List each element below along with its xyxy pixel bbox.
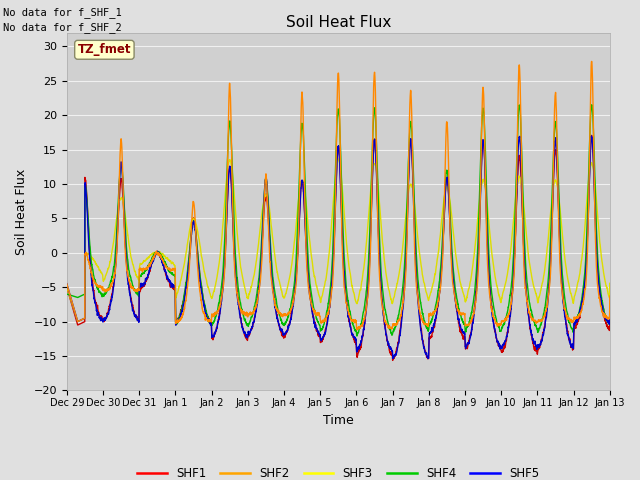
X-axis label: Time: Time [323, 414, 354, 427]
Text: No data for f_SHF_1: No data for f_SHF_1 [3, 7, 122, 18]
Legend: SHF1, SHF2, SHF3, SHF4, SHF5: SHF1, SHF2, SHF3, SHF4, SHF5 [132, 462, 544, 480]
Text: TZ_fmet: TZ_fmet [77, 43, 131, 56]
Text: No data for f_SHF_2: No data for f_SHF_2 [3, 22, 122, 33]
Y-axis label: Soil Heat Flux: Soil Heat Flux [15, 168, 28, 254]
Title: Soil Heat Flux: Soil Heat Flux [285, 15, 391, 30]
